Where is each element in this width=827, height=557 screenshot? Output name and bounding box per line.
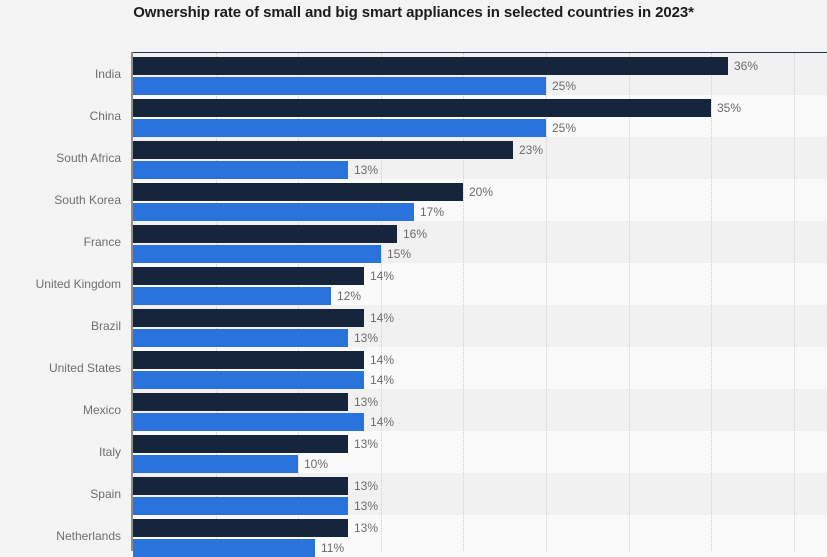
bar-value-label: 12% xyxy=(337,289,362,303)
bar-small-appliances[interactable] xyxy=(133,141,513,159)
bar-big-appliances[interactable] xyxy=(133,287,331,305)
x-gridline xyxy=(381,53,383,551)
bar-small-appliances[interactable] xyxy=(133,393,348,411)
category-label: South Africa xyxy=(56,151,121,165)
category-label: Brazil xyxy=(90,319,121,333)
bar-value-label: 14% xyxy=(370,353,395,367)
bar-value-label: 13% xyxy=(354,479,379,493)
bar-value-label: 36% xyxy=(734,59,759,73)
bar-big-appliances[interactable] xyxy=(133,161,348,179)
bar-value-label: 13% xyxy=(354,331,379,345)
category-label: France xyxy=(83,235,121,249)
category-label: India xyxy=(94,67,121,81)
bar-value-label: 14% xyxy=(370,373,395,387)
category-label: South Korea xyxy=(54,193,121,207)
bar-value-label: 14% xyxy=(370,311,395,325)
bar-big-appliances[interactable] xyxy=(133,497,348,515)
bar-big-appliances[interactable] xyxy=(133,329,348,347)
bar-value-label: 13% xyxy=(354,437,379,451)
bar-big-appliances[interactable] xyxy=(133,539,315,557)
bar-value-label: 35% xyxy=(717,101,742,115)
x-gridline xyxy=(629,53,631,551)
bar-value-label: 14% xyxy=(370,269,395,283)
bar-value-label: 13% xyxy=(354,521,379,535)
bar-big-appliances[interactable] xyxy=(133,245,381,263)
x-gridline xyxy=(794,53,796,551)
bar-big-appliances[interactable] xyxy=(133,455,298,473)
bar-big-appliances[interactable] xyxy=(133,371,364,389)
bar-small-appliances[interactable] xyxy=(133,351,364,369)
bar-value-label: 23% xyxy=(519,143,544,157)
category-label: Mexico xyxy=(82,403,121,417)
bar-value-label: 17% xyxy=(420,205,445,219)
category-label: Netherlands xyxy=(56,529,121,543)
x-gridline xyxy=(546,53,548,551)
bar-value-label: 16% xyxy=(403,227,428,241)
bar-value-label: 25% xyxy=(552,121,577,135)
bar-small-appliances[interactable] xyxy=(133,99,711,117)
bar-small-appliances[interactable] xyxy=(133,519,348,537)
bar-small-appliances[interactable] xyxy=(133,309,364,327)
chart-title: Ownership rate of small and big smart ap… xyxy=(133,4,694,21)
category-label: Italy xyxy=(98,445,121,459)
bar-small-appliances[interactable] xyxy=(133,225,397,243)
bar-big-appliances[interactable] xyxy=(133,203,414,221)
bar-big-appliances[interactable] xyxy=(133,413,364,431)
bar-value-label: 14% xyxy=(370,415,395,429)
bar-value-label: 13% xyxy=(354,395,379,409)
bar-value-label: 13% xyxy=(354,163,379,177)
bar-value-label: 13% xyxy=(354,499,379,513)
category-label: Spain xyxy=(90,487,121,501)
bar-value-label: 20% xyxy=(469,185,494,199)
bar-small-appliances[interactable] xyxy=(133,183,463,201)
bar-value-label: 10% xyxy=(304,457,329,471)
category-label: United Kingdom xyxy=(35,277,121,291)
x-gridline xyxy=(711,53,713,551)
bar-value-label: 11% xyxy=(321,541,345,555)
bar-value-label: 15% xyxy=(387,247,412,261)
bar-value-label: 25% xyxy=(552,79,577,93)
category-label: China xyxy=(89,109,121,123)
y-axis-line xyxy=(131,52,133,551)
bar-small-appliances[interactable] xyxy=(133,57,728,75)
bar-big-appliances[interactable] xyxy=(133,77,546,95)
bar-big-appliances[interactable] xyxy=(133,119,546,137)
bar-small-appliances[interactable] xyxy=(133,477,348,495)
bar-small-appliances[interactable] xyxy=(133,267,364,285)
x-gridline xyxy=(463,53,465,551)
category-label: United States xyxy=(48,361,121,375)
bar-small-appliances[interactable] xyxy=(133,435,348,453)
